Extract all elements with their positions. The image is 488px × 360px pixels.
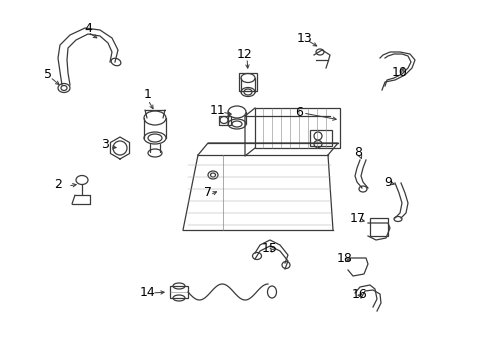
Text: 18: 18 — [336, 252, 352, 265]
Text: 15: 15 — [262, 242, 277, 255]
Text: 8: 8 — [353, 145, 361, 158]
Text: 1: 1 — [144, 89, 152, 102]
Text: 12: 12 — [237, 49, 252, 62]
Text: 4: 4 — [84, 22, 92, 35]
Text: 13: 13 — [297, 31, 312, 45]
Text: 11: 11 — [210, 104, 225, 117]
Text: 7: 7 — [203, 186, 212, 199]
Bar — [219, 116, 230, 125]
Bar — [170, 286, 187, 298]
Text: 17: 17 — [349, 211, 365, 225]
Bar — [254, 108, 339, 148]
Bar — [239, 73, 257, 91]
Bar — [309, 130, 331, 146]
Text: 6: 6 — [294, 107, 303, 120]
Text: 14: 14 — [140, 285, 156, 298]
Text: 2: 2 — [54, 179, 62, 192]
Text: 3: 3 — [101, 139, 109, 152]
Text: 16: 16 — [351, 288, 367, 302]
Bar — [369, 218, 387, 236]
Text: 9: 9 — [383, 175, 391, 189]
Text: 5: 5 — [44, 68, 52, 81]
Text: 10: 10 — [391, 66, 407, 78]
